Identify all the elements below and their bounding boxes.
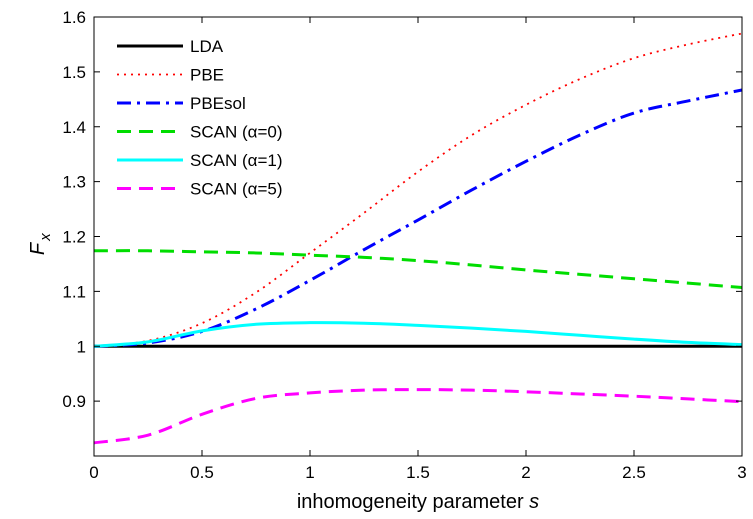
- x-tick-label: 2: [521, 463, 530, 482]
- y-axis-label-sub: x: [37, 233, 54, 242]
- y-axis-label: F x: [27, 233, 54, 255]
- x-tick-label: 2.5: [622, 463, 646, 482]
- series-line-5: [93, 388, 743, 445]
- legend-label: PBEsol: [190, 94, 246, 113]
- y-axis-label-text: F: [27, 241, 49, 255]
- legend-label: SCAN (α=1): [190, 151, 283, 170]
- legend-label: LDA: [190, 37, 224, 56]
- y-tick-label: 1.5: [62, 63, 86, 82]
- y-tick-label: 1.4: [62, 118, 86, 137]
- y-tick-label: 1.6: [62, 8, 86, 27]
- y-tick-label: 1.3: [62, 173, 86, 192]
- legend-label: SCAN (α=0): [190, 123, 283, 142]
- x-axis-label-var: s: [529, 491, 539, 513]
- legend-item-4: SCAN (α=1): [117, 151, 283, 170]
- x-axis-label-text: inhomogeneity parameter: [297, 491, 529, 513]
- legend-item-1: PBE: [117, 66, 224, 85]
- series-line-4: [93, 321, 743, 348]
- legend-item-5: SCAN (α=5): [117, 180, 283, 199]
- legend-label: SCAN (α=5): [190, 180, 283, 199]
- x-tick-label: 1: [305, 463, 314, 482]
- series-line-3: [93, 249, 743, 290]
- x-tick-label: 3: [737, 463, 746, 482]
- y-tick-label: 0.9: [62, 392, 86, 411]
- legend-item-0: LDA: [117, 37, 224, 56]
- legend-item-2: PBEsol: [117, 94, 246, 113]
- legend: LDA PBE PBEsol SCAN (α=0) SCAN (α=1) SCAN (α=…: [117, 37, 283, 199]
- y-tick-label: 1: [77, 337, 86, 356]
- ticks-layer: 0 0.5 1 1.5 2 2.5 3 0.9 1 1.1 1.2 1.3 1.4 1.5 1.6: [62, 8, 746, 482]
- x-tick-label: 1.5: [406, 463, 430, 482]
- x-axis-label: inhomogeneity parameter s: [297, 491, 539, 513]
- x-tick-label: 0.5: [190, 463, 214, 482]
- y-tick-label: 1.2: [62, 228, 86, 247]
- y-tick-label: 1.1: [62, 282, 86, 301]
- legend-label: PBE: [190, 66, 224, 85]
- x-tick-label: 0: [89, 463, 98, 482]
- legend-item-3: SCAN (α=0): [117, 123, 283, 142]
- series-layer: [93, 32, 743, 445]
